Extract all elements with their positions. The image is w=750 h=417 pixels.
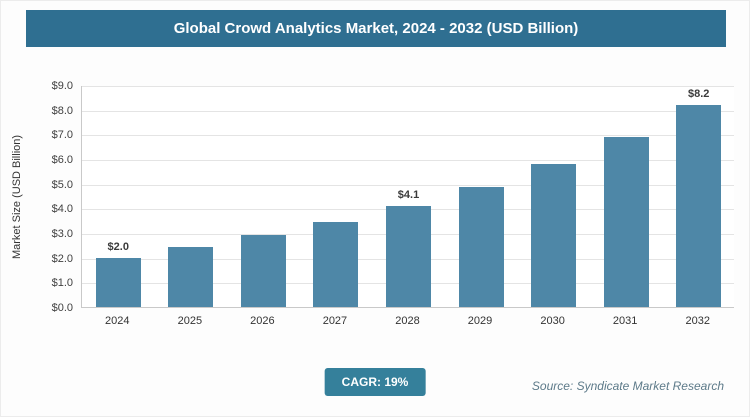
bar-2030: [531, 163, 577, 307]
y-tick-label: $7.0: [51, 129, 73, 142]
x-tick-label: 2024: [105, 315, 130, 327]
y-axis-tick-labels: $0.0 $1.0 $2.0 $3.0 $4.0 $5.0 $6.0 $7.0 $8.0 $9.0: [31, 80, 77, 314]
bar-2025: [168, 246, 214, 307]
y-tick-label: $1.0: [51, 277, 73, 290]
gridline: [82, 135, 734, 137]
y-tick-label: $4.0: [51, 203, 73, 216]
gridline: [82, 160, 734, 161]
y-tick-label: $5.0: [51, 178, 73, 191]
chart-title-bar: Global Crowd Analytics Market, 2024 - 20…: [26, 10, 726, 47]
y-tick-label: $8.0: [51, 104, 73, 117]
bar-2024: [95, 257, 141, 307]
x-tick-label: 2025: [177, 315, 203, 327]
x-tick-label: 2032: [685, 315, 710, 327]
bar-2027: [313, 221, 359, 307]
x-tick-label: 2027: [322, 315, 348, 327]
x-tick-label: 2029: [467, 315, 493, 327]
y-tick-label: $2.0: [51, 252, 73, 265]
x-tick-label: 2031: [612, 315, 638, 327]
y-tick-label: $3.0: [51, 228, 73, 240]
x-axis-labels: 2024 2025 2026 2027 2028 2029 2030 2031 2032: [81, 315, 734, 331]
bar-value-label: $4.1: [397, 188, 420, 201]
gridline: [82, 184, 734, 186]
bar-2032: [676, 104, 722, 307]
plot-area: $2.0 $4.1 $8.2: [81, 86, 734, 308]
cagr-badge: CAGR: 19%: [324, 368, 426, 396]
y-tick-label: $6.0: [51, 154, 73, 166]
gridline: [82, 110, 734, 112]
bar-value-label: $8.2: [688, 87, 710, 100]
chart-title: Global Crowd Analytics Market, 2024 - 20…: [173, 20, 579, 37]
x-tick-label: 2030: [540, 315, 565, 327]
source-text: Source: Syndicate Market Research: [531, 379, 724, 393]
bar-2028: [386, 205, 431, 307]
y-tick-label: $0.0: [51, 302, 73, 314]
bar-2031: [603, 136, 649, 307]
bar-2026: [240, 235, 286, 307]
gridline: [82, 86, 734, 87]
x-tick-label: 2026: [250, 315, 275, 327]
bar-value-label: $2.0: [107, 240, 129, 253]
y-tick-label: $9.0: [51, 80, 73, 92]
y-axis-label: Market Size (USD Billion): [11, 134, 23, 260]
bar-2029: [458, 187, 504, 307]
x-tick-label: 2028: [395, 315, 420, 327]
